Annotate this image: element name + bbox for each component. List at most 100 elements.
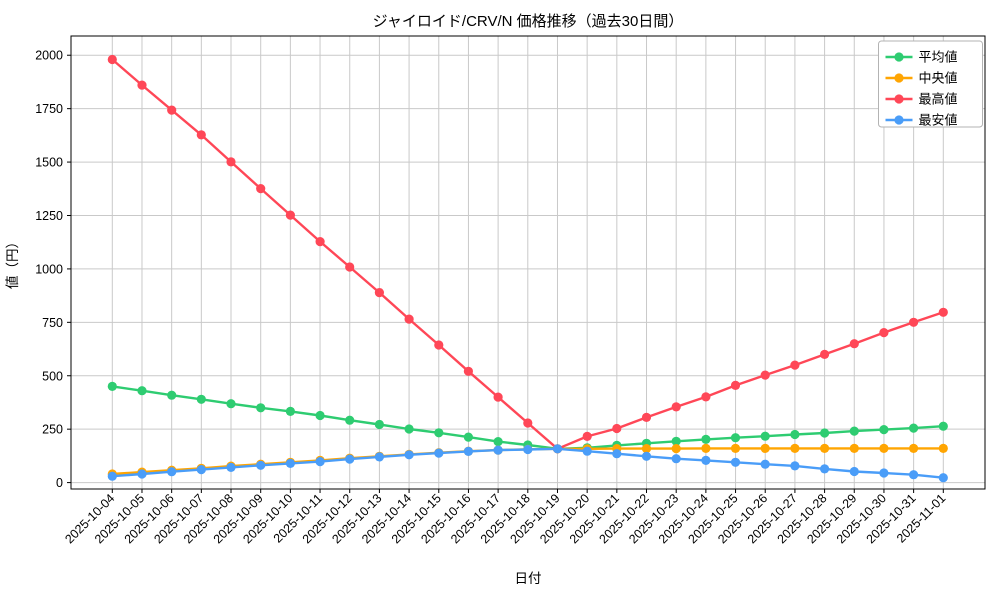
min-marker [849, 466, 859, 477]
average-marker [879, 425, 889, 435]
average-marker [849, 426, 859, 436]
min-marker [671, 454, 681, 464]
average-marker [345, 415, 355, 425]
max-marker [374, 288, 384, 298]
y-tick-label: 1500 [35, 156, 63, 170]
y-tick-label: 1250 [35, 209, 63, 223]
median-marker [849, 443, 859, 453]
max-marker [849, 339, 859, 349]
average-marker [404, 424, 414, 434]
median-marker [641, 444, 652, 454]
min-marker [730, 457, 741, 467]
average-marker [493, 437, 503, 447]
min-marker [493, 445, 503, 455]
y-tick-label: 2000 [35, 49, 63, 63]
min-marker [256, 460, 266, 470]
min-marker [790, 461, 800, 471]
max-marker [641, 412, 652, 422]
average-marker [167, 390, 177, 400]
max-marker [909, 317, 919, 327]
legend-marker [894, 52, 904, 62]
grid-lines [71, 36, 985, 489]
legend-marker [894, 73, 904, 83]
y-tick-label: 0 [56, 476, 63, 490]
max-marker [730, 380, 741, 390]
median-marker [879, 443, 889, 453]
min-marker [909, 470, 919, 480]
max-marker [790, 360, 800, 370]
median-marker [790, 443, 800, 453]
average-marker [256, 403, 266, 413]
average-marker [790, 429, 800, 440]
max-marker [463, 366, 473, 376]
min-marker [701, 455, 711, 465]
max-marker [137, 80, 147, 90]
min-marker [582, 446, 592, 456]
max-marker [345, 262, 355, 272]
min-marker [196, 465, 206, 475]
max-marker [196, 130, 206, 140]
max-marker [612, 423, 622, 434]
max-marker [671, 402, 681, 412]
max-marker [701, 392, 711, 402]
data-series [107, 54, 948, 483]
average-marker [374, 419, 384, 430]
average-marker [671, 436, 681, 446]
median-marker [730, 443, 741, 453]
min-marker [374, 452, 384, 462]
min-marker [107, 471, 117, 481]
max-marker [434, 340, 444, 350]
min-marker [523, 444, 533, 455]
legend-label: 平均値 [919, 50, 958, 65]
legend-item-max: 最高値 [885, 92, 958, 107]
min-marker [820, 464, 830, 474]
average-marker [107, 381, 117, 391]
legend-item-average: 平均値 [885, 50, 958, 65]
max-marker [879, 328, 889, 338]
chart-title: ジャイロイド/CRV/N 価格推移（過去30日間） [373, 13, 684, 30]
x-axis-label: 日付 [515, 571, 542, 586]
legend-box [878, 40, 983, 128]
legend-label: 中央値 [919, 71, 958, 86]
average-marker [285, 406, 295, 416]
min-marker [641, 451, 652, 461]
min-marker [137, 469, 147, 479]
legend-label: 最高値 [919, 92, 958, 107]
min-marker [612, 449, 622, 459]
max-marker [523, 418, 533, 428]
min-marker [760, 459, 770, 469]
max-marker [315, 237, 325, 247]
min-marker [552, 444, 563, 454]
average-marker [820, 428, 830, 438]
min-marker [226, 462, 236, 472]
average-marker [196, 394, 206, 404]
y-tick-label: 750 [42, 316, 63, 330]
min-marker [315, 457, 325, 467]
median-marker [671, 444, 681, 454]
max-marker [226, 157, 236, 167]
average-marker [137, 386, 147, 396]
max-marker [820, 349, 830, 359]
max-marker [404, 314, 414, 324]
average-marker [434, 428, 444, 438]
legend-marker [894, 115, 904, 125]
min-marker [938, 473, 948, 483]
median-marker [760, 443, 770, 453]
average-marker [909, 423, 919, 433]
median-marker [820, 443, 830, 453]
max-marker [493, 392, 503, 402]
y-tick-label: 1000 [35, 262, 63, 276]
min-marker [285, 458, 295, 468]
average-marker [938, 421, 948, 431]
min-marker [434, 448, 444, 458]
max-marker [938, 307, 948, 317]
median-marker [909, 443, 919, 453]
max-marker [285, 210, 295, 220]
y-tick-label: 500 [42, 369, 63, 383]
y-axis-label: 値（円） [5, 235, 20, 289]
legend-item-median: 中央値 [885, 71, 958, 86]
max-marker [167, 105, 177, 115]
y-tick-label: 250 [42, 423, 63, 437]
